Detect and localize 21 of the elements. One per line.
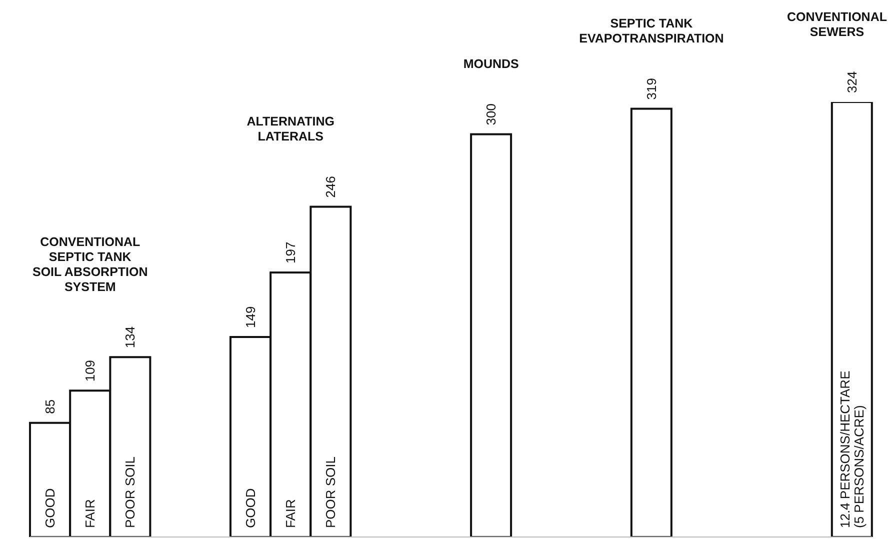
text: MOUNDS bbox=[463, 57, 519, 72]
x-tick-label: POOR SOIL bbox=[323, 456, 338, 528]
annotation: ALTERNATING LATERALS bbox=[246, 114, 334, 144]
data-label: 324 bbox=[844, 71, 860, 93]
text: SEPTIC TANK EVAPOTRANSPIRATION bbox=[579, 16, 724, 46]
data-label: 319 bbox=[644, 78, 659, 100]
data-label: 300 bbox=[484, 104, 499, 126]
data-label: 109 bbox=[82, 360, 98, 382]
annotation: CONVENTIONAL SEPTIC TANK SOIL ABSORPTION SYSTEM bbox=[32, 235, 148, 294]
x-tick-label: FAIR bbox=[283, 499, 298, 528]
x-tick-label: GOOD bbox=[243, 488, 258, 528]
x-tick-label: FAIR bbox=[82, 499, 98, 528]
data-label: 149 bbox=[242, 306, 258, 328]
text: CONVENTIONAL SEWERS bbox=[787, 10, 888, 39]
x-tick-label: 12.4 PERSONS/HECTARE (5 PERSONS/ACRE) bbox=[837, 370, 866, 528]
x-tick-label: GOOD bbox=[42, 488, 58, 528]
x-tick-label: POOR SOIL bbox=[122, 456, 138, 528]
data-label: 246 bbox=[323, 176, 338, 198]
data-label: 134 bbox=[122, 326, 138, 348]
data-label: 85 bbox=[42, 399, 58, 414]
data-label: 197 bbox=[283, 242, 298, 264]
